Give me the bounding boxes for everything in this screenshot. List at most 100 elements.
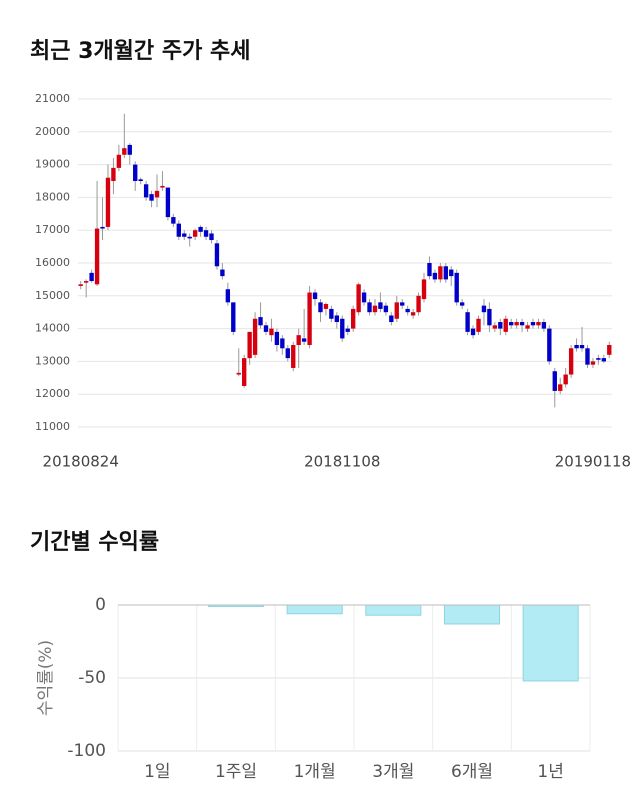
y-tick-label: 18000 <box>35 190 70 203</box>
candle-body <box>171 217 176 224</box>
candle-body <box>416 295 421 313</box>
candle-body <box>220 269 225 277</box>
x-tick-label: 20190118 <box>555 453 631 471</box>
y-tick-label: 15000 <box>35 289 70 302</box>
candle-body <box>312 292 318 300</box>
candle-body <box>454 272 459 303</box>
x-tick-label: 20181108 <box>304 453 380 471</box>
candle-body <box>225 289 231 303</box>
candle-body <box>247 331 252 359</box>
y-tick-label: 17000 <box>35 223 70 236</box>
candle-body <box>607 345 612 355</box>
candle-body <box>389 315 394 323</box>
candle-body <box>160 185 165 188</box>
candle-body <box>182 233 187 237</box>
candle-body <box>263 325 269 332</box>
candle-body <box>574 345 579 349</box>
candle-body <box>356 284 361 313</box>
candle-body <box>372 305 378 313</box>
candle-body <box>596 358 601 360</box>
candle-body <box>138 179 143 181</box>
candle-body <box>307 292 312 345</box>
y-tick-label: 19000 <box>35 158 70 171</box>
candle-body <box>285 348 290 359</box>
x-tick-label: 1주일 <box>215 762 257 782</box>
candle-body <box>176 223 181 237</box>
chart-title: 기간별 수익률 <box>30 530 159 555</box>
x-tick-label: 3개월 <box>372 762 414 782</box>
candle-body <box>198 226 203 232</box>
candle-body <box>585 348 590 365</box>
candle-body <box>438 266 443 280</box>
candle-body <box>498 322 503 329</box>
y-tick-label: 14000 <box>35 322 70 335</box>
candle-body <box>552 371 557 391</box>
candle-body <box>405 308 410 313</box>
candle-body <box>100 226 105 229</box>
candle-body <box>519 322 525 326</box>
candle-body <box>236 372 241 375</box>
y-tick-label: 12000 <box>35 387 70 400</box>
candle-body <box>280 338 285 349</box>
candle-body <box>214 243 220 267</box>
candle-body <box>269 328 274 336</box>
candle-body <box>192 230 198 237</box>
candle-body <box>301 338 307 342</box>
candle-body <box>143 184 149 198</box>
y-axis-label: 수익률(%) <box>36 640 56 716</box>
candle-body <box>334 315 340 323</box>
candle-body <box>503 318 508 332</box>
candle-body <box>231 302 236 332</box>
x-tick-label: 1일 <box>144 762 170 782</box>
candle-body <box>296 335 301 345</box>
candle-body <box>536 322 541 326</box>
x-tick-label: 20180824 <box>43 453 119 471</box>
candle-body <box>323 304 329 309</box>
bar <box>365 604 422 616</box>
candle-body <box>329 308 334 319</box>
candle-body <box>492 325 498 329</box>
candle-body <box>122 148 127 155</box>
candle-body <box>116 154 122 168</box>
candle-body <box>465 312 470 332</box>
candle-body <box>568 348 574 375</box>
candle-body <box>209 233 214 241</box>
candle-body <box>432 272 438 280</box>
candle-body <box>481 305 487 313</box>
candle-body <box>470 328 476 336</box>
bar <box>286 604 343 615</box>
candle-body <box>127 144 132 155</box>
candle-body <box>547 328 552 362</box>
candle-body <box>558 384 563 391</box>
candle-body <box>509 322 514 326</box>
y-tick-label: -100 <box>67 741 106 761</box>
candle-body <box>350 308 356 329</box>
candle-body <box>541 322 547 329</box>
x-tick-label: 1개월 <box>294 762 336 782</box>
candle-body <box>563 374 568 385</box>
candle-body <box>258 317 263 326</box>
candle-body <box>242 358 247 386</box>
y-tick-label: 21000 <box>35 92 70 105</box>
candle-body <box>487 308 492 326</box>
candle-body <box>345 328 350 332</box>
chart-title: 최근 3개월간 주가 추세 <box>30 39 250 64</box>
candle-body <box>449 269 454 277</box>
candle-body <box>427 263 432 277</box>
y-tick-label: 13000 <box>35 354 70 367</box>
candle-body <box>318 302 323 313</box>
candle-body <box>590 361 596 365</box>
candle-body <box>83 281 89 283</box>
candle-body <box>378 302 383 309</box>
candle-body <box>421 279 427 300</box>
candle-body <box>400 302 405 306</box>
candle-body <box>476 318 481 332</box>
candle-body <box>459 302 465 306</box>
x-tick-label: 6개월 <box>451 762 493 782</box>
x-tick-label: 1년 <box>537 762 563 782</box>
y-tick-label: -50 <box>78 668 106 688</box>
candle-body <box>187 236 192 239</box>
candle-body <box>94 228 100 285</box>
candle-body <box>340 318 345 339</box>
